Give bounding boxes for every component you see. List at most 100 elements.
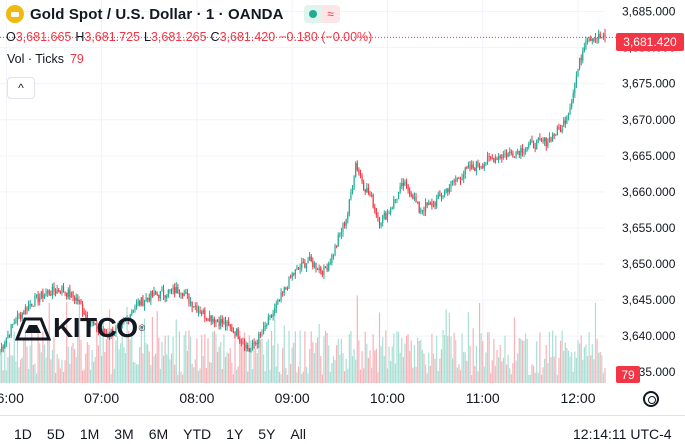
- candle-body: [231, 326, 233, 332]
- candle-body: [293, 273, 295, 275]
- volume-bar: [448, 313, 450, 383]
- candle-body: [140, 297, 142, 306]
- volume-bar: [569, 356, 571, 383]
- price-axis[interactable]: 3,635.0003,640.0003,645.0003,650.0003,65…: [622, 5, 676, 380]
- volume-legend[interactable]: Vol · Ticks 79: [7, 52, 84, 66]
- candle-body: [83, 312, 85, 315]
- timeframe-5d[interactable]: 5D: [46, 426, 65, 442]
- timeframe-1m[interactable]: 1M: [79, 426, 100, 442]
- volume-bar: [551, 330, 554, 383]
- candle-body: [374, 207, 376, 209]
- volume-bar: [116, 336, 119, 383]
- volume-bar: [423, 353, 425, 383]
- volume-bar: [272, 345, 274, 383]
- candle-body: [329, 262, 331, 264]
- candle-body: [278, 299, 281, 301]
- volume-bar: [302, 371, 304, 383]
- candle-body: [513, 156, 516, 158]
- gold-coin-icon: [6, 5, 24, 23]
- volume-bar: [364, 331, 366, 383]
- candle-body: [534, 147, 536, 149]
- volume-bar: [336, 345, 338, 383]
- clock[interactable]: 12:14:11 UTC-4: [573, 426, 672, 442]
- candle-body: [451, 180, 454, 182]
- volume-bar: [558, 357, 560, 383]
- candle-body: [315, 262, 317, 270]
- candle-body: [186, 292, 188, 295]
- candle-body: [131, 311, 133, 315]
- candle-body: [280, 292, 282, 301]
- gear-icon[interactable]: [643, 391, 659, 407]
- candle-body: [380, 223, 382, 226]
- candle-body: [120, 324, 122, 326]
- volume-bar: [370, 367, 373, 383]
- timeframe-1d[interactable]: 1D: [14, 426, 32, 442]
- volume-bar: [307, 373, 309, 383]
- volume-bar: [286, 374, 289, 383]
- volume-bar: [493, 338, 495, 383]
- volume-bar: [586, 356, 589, 383]
- volume-bar: [189, 336, 192, 383]
- candle-body: [155, 291, 157, 295]
- market-open-icon[interactable]: [303, 5, 322, 23]
- time-axis[interactable]: 06:00 07:00 08:00 09:00 10:00 11:00 12:00: [0, 390, 596, 406]
- candle-body: [74, 297, 76, 301]
- volume-bar: [494, 365, 497, 383]
- low-value: 3,681.265: [150, 30, 207, 44]
- chart-grid: [0, 0, 605, 383]
- volume-bar: [248, 335, 250, 383]
- volume-bar: [505, 364, 508, 383]
- candle-body: [569, 107, 571, 114]
- timeframe-ytd[interactable]: YTD: [183, 426, 212, 442]
- volume-bar: [229, 348, 231, 383]
- timeframe-all[interactable]: All: [290, 426, 306, 442]
- candle-body: [248, 348, 250, 352]
- timeframe-1y[interactable]: 1Y: [226, 426, 244, 442]
- collapse-legend-button[interactable]: ^: [7, 77, 35, 99]
- last-price-badge: 3,681.420: [616, 33, 684, 51]
- candle-body: [567, 113, 570, 117]
- data-delay-icon[interactable]: ≈: [321, 5, 340, 23]
- candle-body: [353, 176, 355, 188]
- candle-body: [191, 301, 193, 308]
- volume-bar: [598, 352, 600, 383]
- candle-body: [528, 144, 530, 148]
- timeframe-5y[interactable]: 5Y: [258, 426, 276, 442]
- candle-body: [175, 286, 177, 294]
- candle-body: [240, 341, 242, 343]
- candle-body: [216, 319, 219, 322]
- candle-body: [72, 291, 74, 298]
- candle-body: [288, 276, 290, 289]
- candle-body: [226, 321, 228, 327]
- volume-bar: [472, 328, 474, 383]
- timeframe-6m[interactable]: 6M: [148, 426, 169, 442]
- volume-bar: [216, 351, 219, 383]
- volume-bar: [89, 369, 92, 383]
- volume-bar: [18, 367, 20, 383]
- candle-body: [523, 152, 525, 154]
- volume-bar: [369, 350, 371, 383]
- candle-body: [332, 255, 335, 257]
- volume-bar: [50, 359, 52, 383]
- candle-body: [94, 323, 96, 325]
- volume-bar: [480, 333, 482, 383]
- kitco-logo-mark-icon: [15, 317, 51, 341]
- x-tick-label: 12:00: [560, 390, 595, 406]
- timeframe-3m[interactable]: 3M: [114, 426, 134, 442]
- candle-body: [337, 235, 339, 246]
- x-tick-label: 07:00: [84, 390, 119, 406]
- candle-body: [274, 308, 276, 314]
- volume-bar: [432, 353, 435, 383]
- volume-bar: [540, 374, 543, 383]
- volume-bar: [459, 370, 462, 383]
- volume-bar: [343, 371, 346, 383]
- volume-bar: [253, 345, 255, 383]
- volume-bar: [385, 330, 387, 383]
- candle-body: [161, 289, 163, 291]
- candle-body: [471, 164, 473, 170]
- volume-bar: [526, 338, 528, 383]
- symbol-title[interactable]: Gold Spot / U.S. Dollar · 1 · OANDA: [30, 5, 284, 23]
- candle-body: [167, 290, 169, 296]
- market-status[interactable]: ≈: [303, 5, 340, 23]
